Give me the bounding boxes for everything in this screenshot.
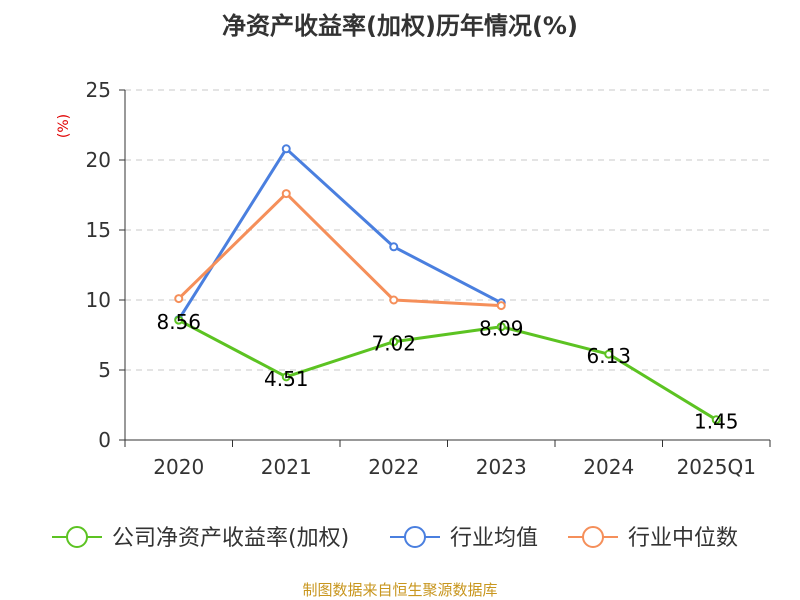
legend: 公司净资产收益率(加权) 行业均值 行业中位数: [52, 526, 738, 551]
series-line: [177, 192, 502, 308]
data-point: [389, 242, 399, 252]
data-label: 8.56: [156, 310, 201, 334]
series-line: [178, 318, 718, 421]
series-line: [177, 147, 502, 321]
legend-marker: [66, 526, 88, 548]
y-tick-label: 20: [86, 148, 111, 172]
legend-marker: [582, 526, 604, 548]
data-label: 8.09: [479, 317, 524, 341]
y-tick-label: 25: [86, 78, 111, 102]
x-tick-label: 2024: [583, 455, 634, 479]
data-point: [281, 372, 291, 382]
x-tick-label: 2025Q1: [677, 455, 756, 479]
x-tick-label: 2023: [476, 455, 527, 479]
legend-label: 公司净资产收益率(加权): [112, 526, 349, 551]
data-point: [281, 144, 291, 154]
y-axis-label: (%): [56, 114, 72, 138]
x-tick-label: 2022: [368, 455, 419, 479]
x-tick-label: 2021: [261, 455, 312, 479]
y-tick-label: 10: [86, 288, 111, 312]
series: [174, 144, 721, 425]
source-footer: 制图数据来自恒生聚源数据库: [302, 581, 497, 599]
data-point: [389, 337, 399, 347]
y-tick-label: 0: [98, 428, 111, 452]
y-tick-label: 5: [98, 358, 111, 382]
data-label: 6.13: [586, 344, 631, 368]
chart-title: 净资产收益率(加权)历年情况(%): [222, 12, 578, 40]
legend-label: 行业均值: [450, 526, 538, 551]
legend-marker: [404, 526, 426, 548]
data-label: 4.51: [264, 367, 309, 391]
data-label: 7.02: [371, 332, 416, 356]
data-point: [711, 415, 721, 425]
data-point: [281, 189, 291, 199]
data-labels: 8.56 4.51 7.02 8.09 6.13 1.45: [156, 310, 738, 434]
x-tick-label: 2020: [153, 455, 204, 479]
data-label: 1.45: [694, 410, 739, 434]
data-point: [604, 349, 614, 359]
data-point: [389, 295, 399, 305]
axes: 0 5 10 15 20 25 2020 2021 2022 2023 2024 2025Q1: [86, 78, 771, 479]
grid: [125, 89, 770, 371]
data-point: [174, 294, 184, 304]
data-point: [496, 322, 506, 332]
data-point: [174, 315, 184, 325]
data-point: [496, 301, 506, 311]
legend-label: 行业中位数: [628, 526, 738, 551]
y-tick-label: 15: [86, 218, 111, 242]
